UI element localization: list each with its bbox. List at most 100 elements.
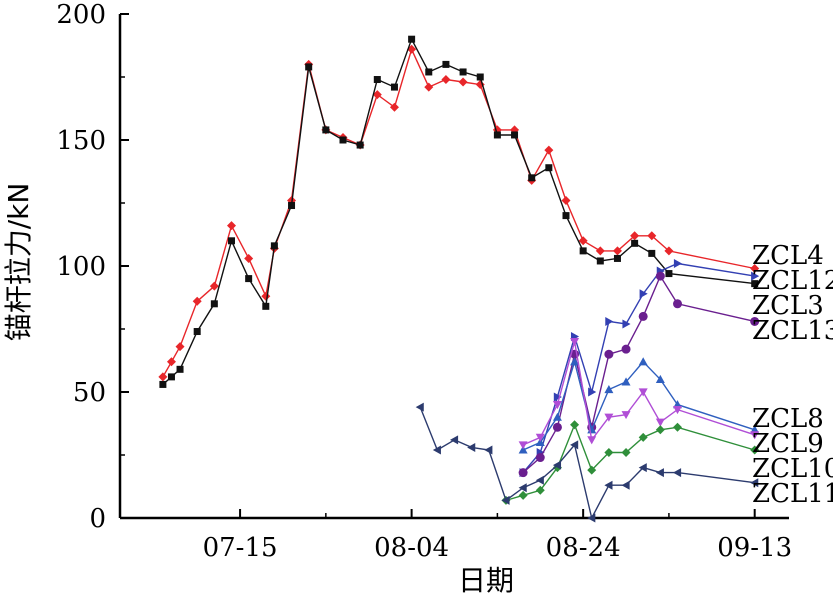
data-point <box>579 247 587 255</box>
y-tick-label: 150 <box>56 126 106 156</box>
series-line <box>419 406 755 520</box>
data-point <box>476 73 484 81</box>
series-label-zcl4: ZCL4 <box>752 241 824 271</box>
series-layer <box>158 35 760 523</box>
series-label-zcl8: ZCL8 <box>752 404 824 434</box>
data-point <box>673 422 682 432</box>
series-line <box>162 47 755 378</box>
data-point <box>288 202 296 210</box>
series-zcl10 <box>501 420 760 505</box>
y-tick-label: 50 <box>73 378 106 408</box>
data-point <box>390 83 398 91</box>
data-point <box>604 480 613 490</box>
data-point <box>750 478 759 488</box>
data-point <box>159 380 167 388</box>
data-point <box>562 212 570 220</box>
data-point <box>655 425 665 435</box>
data-point <box>655 374 665 383</box>
series-label-zcl12: ZCL12 <box>752 266 833 296</box>
x-tick-label: 08-04 <box>374 533 449 563</box>
data-point <box>339 136 347 144</box>
data-point <box>638 388 648 397</box>
data-point <box>176 365 184 373</box>
data-point <box>262 302 270 310</box>
data-point <box>639 289 648 299</box>
x-tick-label: 08-24 <box>546 533 621 563</box>
series-zcl9 <box>518 338 760 450</box>
data-point <box>261 291 271 301</box>
data-point <box>595 246 605 256</box>
data-point <box>227 221 236 231</box>
axes: 0 50 100 150 200 07-15 08-04 08-24 09-13 <box>56 0 792 563</box>
series-label-zcl13: ZCL13 <box>752 316 833 346</box>
data-point <box>638 311 648 321</box>
data-point <box>561 195 571 205</box>
data-point <box>630 231 640 241</box>
data-point <box>612 246 622 256</box>
data-point <box>552 412 562 421</box>
data-point <box>622 319 631 329</box>
x-tick-label: 09-13 <box>717 533 792 563</box>
series-label-zcl11: ZCL11 <box>752 479 833 509</box>
data-point <box>484 445 493 455</box>
data-point <box>552 401 562 410</box>
data-point <box>467 442 476 452</box>
data-point <box>458 77 468 87</box>
data-point <box>518 441 528 450</box>
data-point <box>270 242 278 250</box>
data-point <box>587 465 597 475</box>
data-point <box>751 280 759 288</box>
data-point <box>228 237 235 245</box>
data-point <box>750 445 760 455</box>
series-label-zcl9: ZCL9 <box>752 429 824 459</box>
series-label-zcl10: ZCL10 <box>752 454 833 484</box>
series-zcl12 <box>519 258 760 478</box>
data-point <box>673 468 682 478</box>
data-point <box>605 316 614 326</box>
data-point <box>552 422 562 432</box>
data-point <box>408 35 416 43</box>
series-line <box>522 274 755 474</box>
data-point <box>604 413 614 422</box>
data-point <box>459 68 467 76</box>
data-point <box>578 236 588 246</box>
data-point <box>621 447 631 457</box>
data-point <box>553 392 562 402</box>
data-point <box>596 257 604 265</box>
y-axis-title: 锚杆拉力/kN <box>2 183 35 342</box>
data-point <box>750 316 760 326</box>
data-point <box>193 328 201 336</box>
data-point <box>588 387 597 397</box>
series-zcl11 <box>415 402 759 523</box>
series-label-zcl3: ZCL3 <box>752 291 824 321</box>
series-zcl3 <box>159 35 759 388</box>
data-point <box>552 460 562 470</box>
data-point <box>621 411 631 420</box>
data-point <box>209 281 219 291</box>
data-point <box>587 425 597 434</box>
data-point <box>638 463 647 473</box>
data-point <box>175 342 185 352</box>
data-point <box>535 433 545 442</box>
data-point <box>166 357 176 367</box>
data-point <box>664 246 674 256</box>
y-tick-label: 100 <box>56 252 106 282</box>
data-point <box>655 468 664 478</box>
data-point <box>751 271 760 281</box>
data-point <box>356 141 364 149</box>
data-point <box>655 418 665 427</box>
y-tick-label: 0 <box>89 504 106 534</box>
data-point <box>158 372 168 382</box>
data-point <box>570 420 580 430</box>
data-point <box>442 60 450 68</box>
data-point <box>528 174 536 182</box>
data-point <box>441 75 451 85</box>
data-point <box>655 271 665 281</box>
data-point <box>535 437 545 446</box>
data-point <box>535 485 545 495</box>
data-point <box>750 264 760 274</box>
data-point <box>389 102 399 112</box>
data-point <box>518 468 528 478</box>
